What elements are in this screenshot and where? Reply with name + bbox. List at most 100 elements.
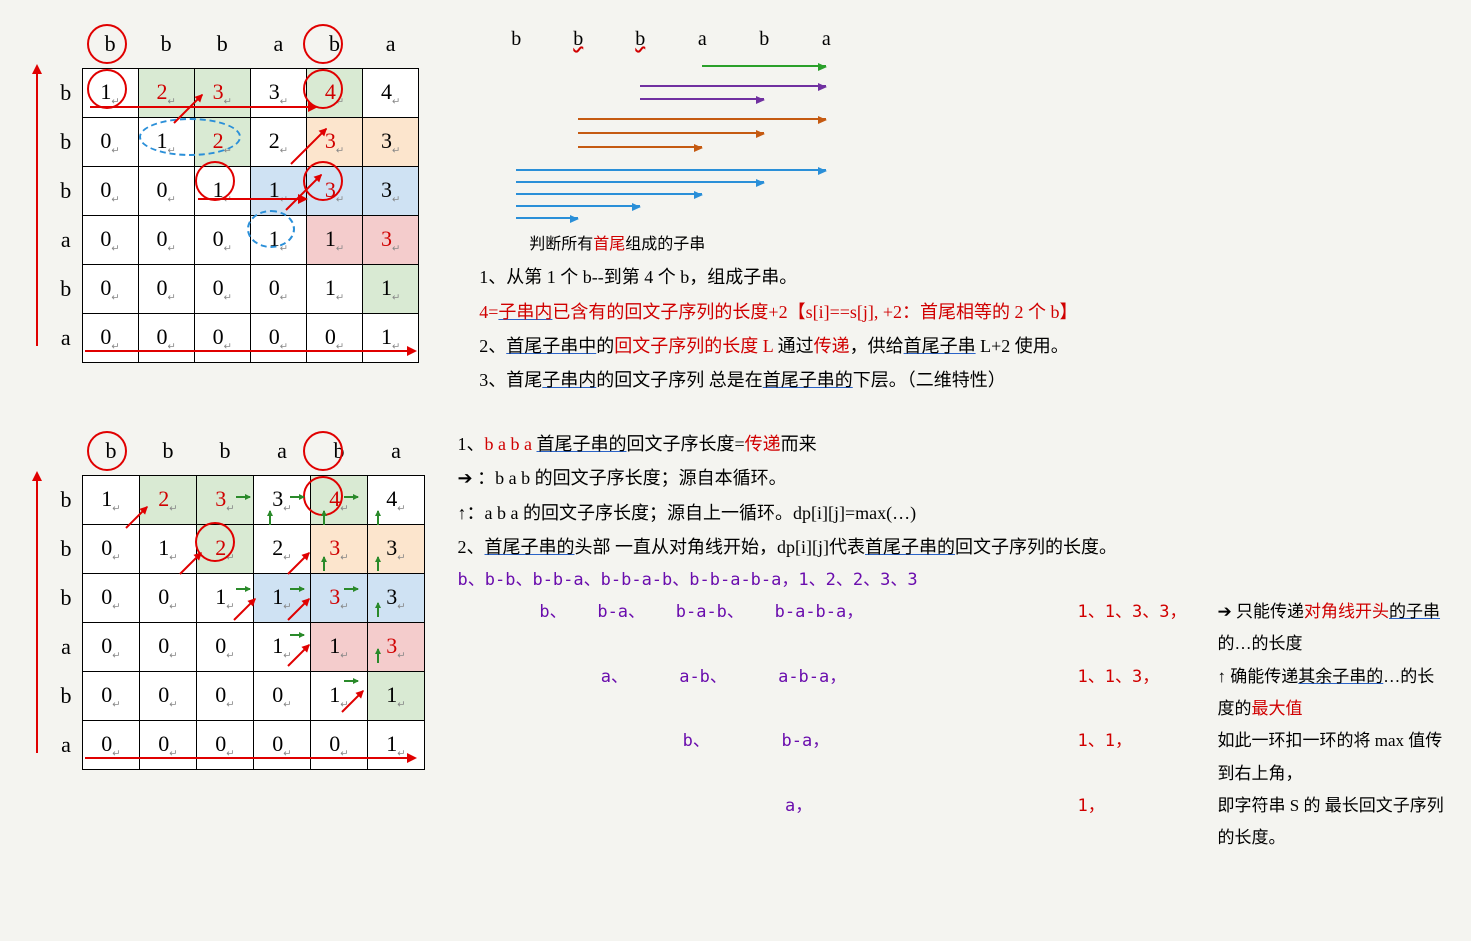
dp-cell: 3↵	[306, 118, 362, 167]
notes-2: 1、b a b a 首尾子串的回文子序长度=传递而来 ➔ ：b a b 的回文子…	[458, 427, 1451, 854]
dp-cell: 2↵	[250, 118, 306, 167]
dp-cell: 0↵	[82, 265, 138, 314]
row-header: b	[50, 525, 83, 574]
dp-cell: 3↵	[311, 574, 368, 623]
dp-cell: 4↵	[368, 476, 425, 525]
dp-cell: 0↵	[194, 314, 250, 363]
row-header: a	[50, 314, 82, 363]
dp-cell: 0↵	[254, 672, 311, 721]
dp-cell: 3↵	[363, 216, 419, 265]
dp-cell: 1↵	[306, 265, 362, 314]
dp-cell: 1↵	[254, 623, 311, 672]
dp-cell: 1↵	[194, 167, 250, 216]
stairs-rest: b、 b-a、 b-a-b、 b-a-b-a，1、1、3、3，➔ 只能传递对角线…	[458, 596, 1451, 854]
dp-cell: 0↵	[82, 118, 138, 167]
substring-arrows-diagram: bbbaba	[509, 20, 929, 220]
dp-cell: 0↵	[306, 314, 362, 363]
table-2-wrap: bbbabab1↵2↵3↵3↵4↵4↵b0↵1↵2↵2↵3↵3↵b0↵0↵1↵1…	[50, 427, 428, 770]
dp-cell: 1↵	[140, 525, 197, 574]
note1-line4: 3、首尾子串内的回文子序列 总是在首尾子串的下层。（二维特性）	[479, 363, 1451, 397]
dp-cell: 3↵	[363, 167, 419, 216]
dp-cell: 0↵	[83, 623, 140, 672]
dp-table-1: bbbabab1↵2↵3↵3↵4↵4↵b0↵1↵2↵2↵3↵3↵b0↵0↵1↵1…	[50, 20, 419, 363]
row-header: a	[50, 623, 83, 672]
dp-cell: 0↵	[197, 672, 254, 721]
axis-h-arrow-2	[85, 757, 415, 759]
row-header: b	[50, 574, 83, 623]
note1-line2: 4=子串内已含有的回文子序列的长度+2【s[i]==s[j], +2：首尾相等的…	[479, 295, 1451, 329]
row-header: b	[50, 167, 82, 216]
col-header: b	[82, 20, 138, 69]
row-2: bbbabab1↵2↵3↵3↵4↵4↵b0↵1↵2↵2↵3↵3↵b0↵0↵1↵1…	[20, 427, 1451, 854]
dp-cell: 2↵	[194, 118, 250, 167]
dp-cell: 2↵	[138, 69, 194, 118]
dp-cell: 3↵	[368, 525, 425, 574]
dp-table-2: bbbabab1↵2↵3↵3↵4↵4↵b0↵1↵2↵2↵3↵3↵b0↵0↵1↵1…	[50, 427, 425, 770]
dp-cell: 0↵	[83, 721, 140, 770]
dp-cell: 0↵	[82, 167, 138, 216]
dp-cell: 4↵	[311, 476, 368, 525]
note2-line4: 2、首尾子串的头部 一直从对角线开始，dp[i][j]代表首尾子串的回文子序列的…	[458, 530, 1451, 564]
dp-cell: 0↵	[140, 574, 197, 623]
dp-cell: 1↵	[82, 69, 138, 118]
col-header: b	[83, 427, 140, 476]
dp-cell: 1↵	[254, 574, 311, 623]
note2-line3: ↑：a b a 的回文子序长度；源自上一循环。dp[i][j]=max(…)	[458, 496, 1451, 530]
dp-cell: 0↵	[250, 314, 306, 363]
note2-line2: ➔ ：b a b 的回文子序长度；源自本循环。	[458, 461, 1451, 495]
col-header: a	[250, 20, 306, 69]
row-header: b	[50, 476, 83, 525]
dp-cell: 1↵	[363, 265, 419, 314]
dp-cell: 0↵	[194, 216, 250, 265]
col-header: b	[311, 427, 368, 476]
dp-cell: 0↵	[140, 672, 197, 721]
dp-cell: 1↵	[306, 216, 362, 265]
col-header: b	[306, 20, 362, 69]
dp-cell: 0↵	[197, 623, 254, 672]
dp-cell: 3↵	[306, 167, 362, 216]
dp-cell: 1↵	[311, 623, 368, 672]
col-header: b	[138, 20, 194, 69]
dp-cell: 3↵	[197, 476, 254, 525]
dp-cell: 1↵	[250, 216, 306, 265]
dp-cell: 0↵	[83, 525, 140, 574]
dp-cell: 1↵	[368, 672, 425, 721]
notes-1: bbbaba 判断所有首尾组成的子串 1、从第 1 个 b--到第 4 个 b，…	[479, 20, 1451, 397]
axis-v-arrow-1	[36, 66, 38, 346]
dp-cell: 1↵	[250, 167, 306, 216]
dp-cell: 3↵	[368, 574, 425, 623]
col-header: a	[363, 20, 419, 69]
dp-cell: 1↵	[311, 672, 368, 721]
row-header: b	[50, 69, 82, 118]
note2-line1: 1、b a b a 首尾子串的回文子序长度=传递而来	[458, 427, 1451, 461]
dp-cell: 0↵	[138, 216, 194, 265]
dp-cell: 0↵	[138, 314, 194, 363]
dp-cell: 0↵	[194, 265, 250, 314]
row-header: b	[50, 118, 82, 167]
dp-cell: 0↵	[82, 216, 138, 265]
row-header: b	[50, 265, 82, 314]
row-1: bbbabab1↵2↵3↵3↵4↵4↵b0↵1↵2↵2↵3↵3↵b0↵0↵1↵1…	[20, 20, 1451, 397]
dp-cell: 3↵	[194, 69, 250, 118]
note1-line1: 1、从第 1 个 b--到第 4 个 b，组成子串。	[479, 260, 1451, 294]
dp-cell: 0↵	[138, 167, 194, 216]
dp-cell: 2↵	[140, 476, 197, 525]
row-header: a	[50, 721, 83, 770]
col-header: b	[197, 427, 254, 476]
axis-h-arrow-1	[85, 350, 415, 352]
dp-cell: 3↵	[368, 623, 425, 672]
row-header: b	[50, 672, 83, 721]
dp-cell: 0↵	[83, 574, 140, 623]
dp-cell: 1↵	[83, 476, 140, 525]
dp-cell: 2↵	[254, 525, 311, 574]
dp-cell: 3↵	[254, 476, 311, 525]
dp-cell: 0↵	[311, 721, 368, 770]
table-1-wrap: bbbabab1↵2↵3↵3↵4↵4↵b0↵1↵2↵2↵3↵3↵b0↵0↵1↵1…	[50, 20, 419, 363]
dp-cell: 4↵	[306, 69, 362, 118]
axis-v-arrow-2	[36, 473, 38, 753]
col-header: b	[140, 427, 197, 476]
dp-cell: 0↵	[138, 265, 194, 314]
row-header: a	[50, 216, 82, 265]
dp-cell: 0↵	[83, 672, 140, 721]
dp-cell: 3↵	[311, 525, 368, 574]
